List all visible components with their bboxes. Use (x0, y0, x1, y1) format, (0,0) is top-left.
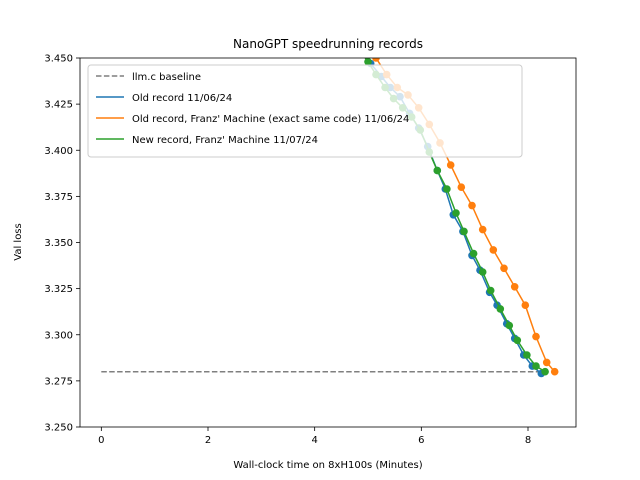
data-point-new-record-franz-machine-11-07-24 (364, 58, 372, 66)
x-tick-label: 0 (98, 435, 104, 446)
data-point-new-record-franz-machine-11-07-24 (478, 268, 487, 276)
y-tick-label: 3.450 (44, 54, 73, 65)
data-point-old-record-franz-machine-exact-same-code-11-06-24 (489, 246, 498, 254)
y-tick-label: 3.400 (44, 146, 73, 157)
data-point-old-record-franz-machine-exact-same-code-11-06-24 (550, 367, 559, 376)
data-point-new-record-franz-machine-11-07-24 (513, 336, 522, 345)
legend: llm.c baseline Old record 11/06/24 Old rec… (87, 64, 523, 158)
data-point-new-record-franz-machine-11-07-24 (469, 249, 478, 258)
chart-title: NanoGPT speedrunning records (233, 37, 423, 51)
legend-box (87, 64, 523, 158)
x-tick-label: 4 (311, 435, 317, 446)
data-point-old-record-franz-machine-exact-same-code-11-06-24 (468, 201, 476, 210)
data-point-new-record-franz-machine-11-07-24 (505, 321, 514, 330)
y-tick-label: 3.375 (44, 192, 73, 203)
data-point-new-record-franz-machine-11-07-24 (532, 362, 540, 370)
legend-label: Old record 11/06/24 (132, 93, 232, 104)
y-tick-label: 3.325 (44, 284, 73, 295)
y-axis-label: Val loss (13, 223, 24, 260)
data-point-old-record-franz-machine-exact-same-code-11-06-24 (372, 58, 380, 62)
data-point-old-record-franz-machine-exact-same-code-11-06-24 (457, 183, 466, 191)
legend-label: New record, Franz' Machine 11/07/24 (132, 135, 318, 146)
x-tick-label: 6 (418, 435, 424, 446)
y-tick-label: 3.350 (44, 238, 73, 249)
data-point-new-record-franz-machine-11-07-24 (452, 209, 460, 217)
data-point-old-record-franz-machine-exact-same-code-11-06-24 (542, 358, 551, 367)
y-tick-label: 3.425 (44, 100, 73, 111)
data-point-new-record-franz-machine-11-07-24 (486, 286, 495, 295)
data-point-old-record-franz-machine-exact-same-code-11-06-24 (510, 283, 519, 291)
x-axis: 0 2 4 6 8 (98, 427, 531, 446)
y-axis: 3.250 3.275 3.300 3.325 3.350 3.375 3.400 3.425… (44, 54, 80, 434)
data-point-old-record-franz-machine-exact-same-code-11-06-24 (532, 332, 540, 341)
data-point-old-record-franz-machine-exact-same-code-11-06-24 (500, 264, 508, 273)
data-point-old-record-franz-machine-exact-same-code-11-06-24 (521, 301, 530, 310)
data-point-new-record-franz-machine-11-07-24 (460, 227, 468, 236)
y-tick-label: 3.300 (44, 330, 73, 341)
data-point-new-record-franz-machine-11-07-24 (541, 367, 549, 376)
x-tick-label: 2 (205, 435, 211, 446)
data-point-old-record-franz-machine-exact-same-code-11-06-24 (478, 225, 487, 234)
x-tick-label: 8 (525, 435, 531, 446)
data-point-old-record-franz-machine-exact-same-code-11-06-24 (446, 161, 455, 169)
legend-label: Old record, Franz' Machine (exact same c… (132, 114, 409, 125)
y-tick-label: 3.250 (44, 423, 73, 434)
y-tick-label: 3.275 (44, 376, 73, 387)
x-axis-label: Wall-clock time on 8xH100s (Minutes) (233, 460, 422, 471)
data-point-new-record-franz-machine-11-07-24 (523, 351, 531, 359)
data-point-new-record-franz-machine-11-07-24 (433, 166, 442, 175)
data-point-new-record-franz-machine-11-07-24 (443, 185, 451, 193)
legend-label: llm.c baseline (132, 72, 201, 83)
data-point-new-record-franz-machine-11-07-24 (496, 305, 505, 313)
